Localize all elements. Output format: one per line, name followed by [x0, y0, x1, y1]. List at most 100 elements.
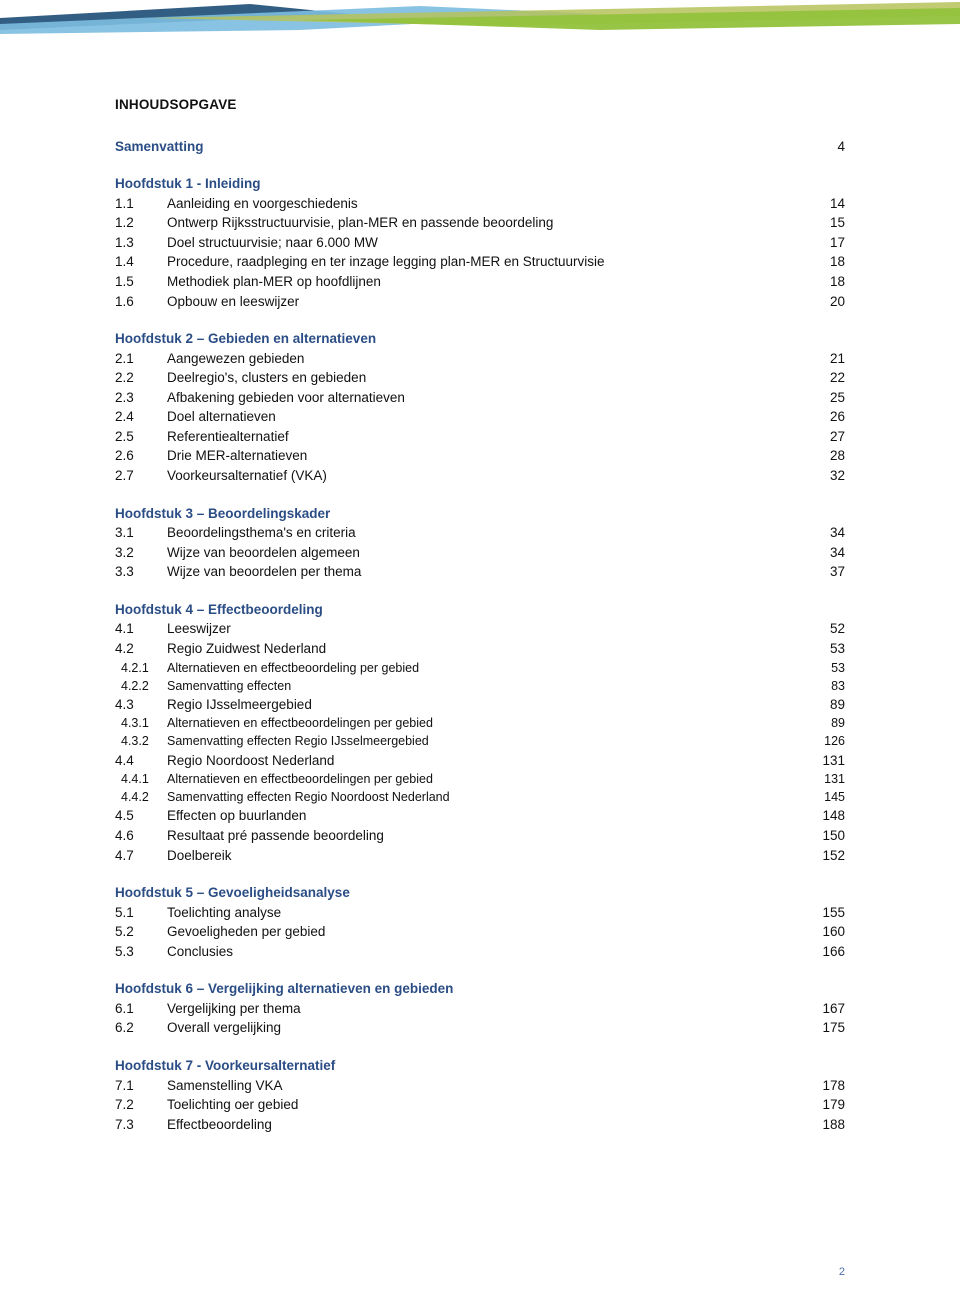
toc-section: Hoofdstuk 4 – Effectbeoordeling4.1Leeswi… — [115, 600, 845, 865]
toc-entry-num: 3.3 — [115, 562, 167, 582]
toc-entry-page: 20 — [820, 292, 845, 312]
toc-entry: 4.2.2Samenvatting effecten83 — [115, 677, 845, 695]
toc-entry-page: 89 — [820, 695, 845, 715]
toc-entry-num: 5.1 — [115, 903, 167, 923]
toc-entry: 4.3.2Samenvatting effecten Regio IJsselm… — [115, 732, 845, 750]
toc-entry-title: Aangewezen gebieden — [167, 349, 820, 369]
toc-entry-left: 4.3.1Alternatieven en effectbeoordelinge… — [115, 714, 821, 732]
toc-section: Hoofdstuk 2 – Gebieden en alternatieven2… — [115, 329, 845, 486]
toc-section-heading-row: Hoofdstuk 2 – Gebieden en alternatieven — [115, 329, 845, 349]
toc-entry-left: 1.2Ontwerp Rijksstructuurvisie, plan-MER… — [115, 213, 820, 233]
toc-entry-title: Doel structuurvisie; naar 6.000 MW — [167, 233, 820, 253]
toc-entry-page: 37 — [820, 562, 845, 582]
toc-section: Hoofdstuk 3 – Beoordelingskader3.1Beoord… — [115, 504, 845, 582]
toc-entry-left: 3.1Beoordelingsthema's en criteria — [115, 523, 820, 543]
toc-entry: 5.2Gevoeligheden per gebied160 — [115, 922, 845, 942]
toc-entry-title: Resultaat pré passende beoordeling — [167, 826, 812, 846]
toc-entry-left: 2.6Drie MER-alternatieven — [115, 446, 820, 466]
spacer — [115, 1038, 845, 1054]
toc-entry-title: Ontwerp Rijksstructuurvisie, plan-MER en… — [167, 213, 820, 233]
toc-entry-num: 2.1 — [115, 349, 167, 369]
toc-entry-title: Effectbeoordeling — [167, 1115, 812, 1135]
toc-entry-page: 160 — [812, 922, 845, 942]
toc-entry: 3.2Wijze van beoordelen algemeen34 — [115, 543, 845, 563]
toc-entry-num: 5.2 — [115, 922, 167, 942]
toc-entry-num: 4.2.2 — [115, 677, 167, 695]
toc-entry: 4.1Leeswijzer52 — [115, 619, 845, 639]
toc-entry-num: 3.2 — [115, 543, 167, 563]
toc-entry-num: 4.6 — [115, 826, 167, 846]
toc-entry-title: Doelbereik — [167, 846, 812, 866]
toc-entry-page: 18 — [820, 252, 845, 272]
toc-entry-page: 27 — [820, 427, 845, 447]
toc-section: Hoofdstuk 7 - Voorkeursalternatief7.1Sam… — [115, 1056, 845, 1134]
toc-entry-num: 3.1 — [115, 523, 167, 543]
toc-entry-page: 34 — [820, 543, 845, 563]
toc-entry: 1.2Ontwerp Rijksstructuurvisie, plan-MER… — [115, 213, 845, 233]
toc-section-heading: Samenvatting — [115, 137, 204, 157]
toc-section-heading: Hoofdstuk 3 – Beoordelingskader — [115, 504, 330, 524]
toc-entry-page: 14 — [820, 194, 845, 214]
toc-entry: 4.2.1Alternatieven en effectbeoordeling … — [115, 659, 845, 677]
spacer — [115, 865, 845, 881]
toc-entry: 4.7Doelbereik152 — [115, 846, 845, 866]
toc-entry-num: 4.4 — [115, 751, 167, 771]
toc-entry-page: 83 — [821, 677, 845, 695]
toc-entry-title: Wijze van beoordelen per thema — [167, 562, 820, 582]
toc-entry-page: 26 — [820, 407, 845, 427]
toc-entry-title: Samenvatting effecten Regio Noordoost Ne… — [167, 788, 814, 806]
toc-entry-page: 17 — [820, 233, 845, 253]
toc-entry-title: Referentiealternatief — [167, 427, 820, 447]
toc-entry-left: 1.1Aanleiding en voorgeschiedenis — [115, 194, 820, 214]
toc-entry-page: 52 — [820, 619, 845, 639]
toc-entry-page: 32 — [820, 466, 845, 486]
toc-entry-left: 2.7Voorkeursalternatief (VKA) — [115, 466, 820, 486]
spacer — [115, 961, 845, 977]
toc-entry: 4.3Regio IJsselmeergebied89 — [115, 695, 845, 715]
toc-entry-title: Samenstelling VKA — [167, 1076, 812, 1096]
toc-entry: 4.6Resultaat pré passende beoordeling150 — [115, 826, 845, 846]
toc-entry: 6.1Vergelijking per thema167 — [115, 999, 845, 1019]
toc-entry-num: 6.2 — [115, 1018, 167, 1038]
toc-entry-page: 21 — [820, 349, 845, 369]
toc-entry-left: 2.5Referentiealternatief — [115, 427, 820, 447]
toc-entry-num: 2.2 — [115, 368, 167, 388]
toc-entry-page: 89 — [821, 714, 845, 732]
toc-entry: 5.3Conclusies166 — [115, 942, 845, 962]
toc-entry-page: 152 — [812, 846, 845, 866]
toc-section-heading: Hoofdstuk 1 - Inleiding — [115, 174, 261, 194]
toc-entry-page: 126 — [814, 732, 845, 750]
toc-entry-title: Wijze van beoordelen algemeen — [167, 543, 820, 563]
toc-entry: 2.7Voorkeursalternatief (VKA)32 — [115, 466, 845, 486]
toc-entry-left: 4.3Regio IJsselmeergebied — [115, 695, 820, 715]
toc-entry-page: 15 — [820, 213, 845, 233]
toc-entry: 1.4Procedure, raadpleging en ter inzage … — [115, 252, 845, 272]
toc-entry-page: 178 — [812, 1076, 845, 1096]
toc-entry-title: Toelichting oer gebied — [167, 1095, 812, 1115]
toc-entry-left: 2.2Deelregio's, clusters en gebieden — [115, 368, 820, 388]
toc-entry: 7.3Effectbeoordeling188 — [115, 1115, 845, 1135]
toc-entry-title: Aanleiding en voorgeschiedenis — [167, 194, 820, 214]
toc-entry-title: Alternatieven en effectbeoordeling per g… — [167, 659, 821, 677]
toc-section-heading-row: Samenvatting4 — [115, 137, 845, 157]
toc-entry-title: Beoordelingsthema's en criteria — [167, 523, 820, 543]
toc-entry-title: Effecten op buurlanden — [167, 806, 812, 826]
toc-entry-page: 166 — [812, 942, 845, 962]
toc-entry-title: Drie MER-alternatieven — [167, 446, 820, 466]
toc-entry-left: 4.2Regio Zuidwest Nederland — [115, 639, 820, 659]
toc-entry-left: 6.1Vergelijking per thema — [115, 999, 812, 1019]
toc-section-heading: Hoofdstuk 5 – Gevoeligheidsanalyse — [115, 883, 350, 903]
toc-section-heading-row: Hoofdstuk 6 – Vergelijking alternatieven… — [115, 979, 845, 999]
toc-section-heading: Hoofdstuk 4 – Effectbeoordeling — [115, 600, 323, 620]
toc-entry-page: 150 — [812, 826, 845, 846]
toc-section-heading-row: Hoofdstuk 7 - Voorkeursalternatief — [115, 1056, 845, 1076]
toc-section: Hoofdstuk 5 – Gevoeligheidsanalyse5.1Toe… — [115, 883, 845, 961]
toc-entry-title: Alternatieven en effectbeoordelingen per… — [167, 770, 814, 788]
toc-entry: 2.1Aangewezen gebieden21 — [115, 349, 845, 369]
toc-entry-page: 188 — [812, 1115, 845, 1135]
toc-section-heading-row: Hoofdstuk 5 – Gevoeligheidsanalyse — [115, 883, 845, 903]
toc-entry-page: 25 — [820, 388, 845, 408]
toc-entry: 2.2Deelregio's, clusters en gebieden22 — [115, 368, 845, 388]
toc-entry: 2.5Referentiealternatief27 — [115, 427, 845, 447]
toc-entry-page: 155 — [812, 903, 845, 923]
